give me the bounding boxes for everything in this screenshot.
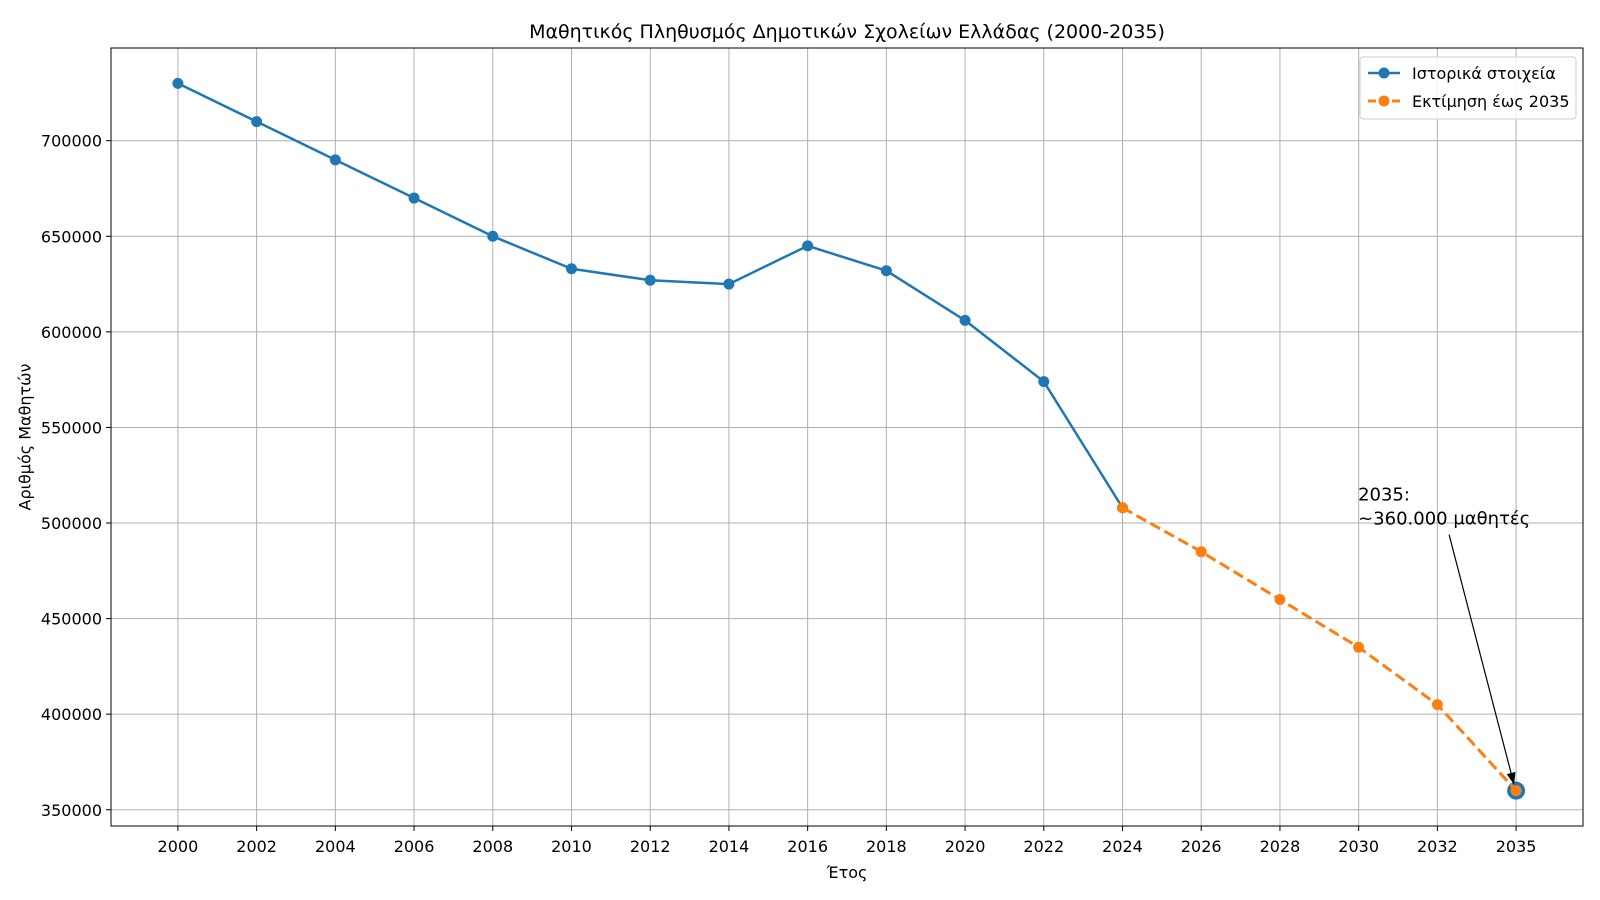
data-point-historical: [959, 314, 971, 326]
y-tick-label: 500000: [41, 514, 102, 533]
data-point-historical: [880, 265, 892, 277]
y-tick-label: 700000: [41, 132, 102, 151]
y-tick-label: 550000: [41, 418, 102, 437]
legend: Ιστορικά στοιχεία Εκτίμηση έως 2035: [1359, 56, 1577, 120]
data-point-forecast: [1431, 699, 1443, 711]
data-point-historical: [644, 274, 656, 286]
y-tick-label: 650000: [41, 227, 102, 246]
series-line-forecast: [1121, 506, 1518, 792]
data-point-forecast: [1274, 593, 1286, 605]
y-axis: 350000 400000 450000 500000 550000 600000 6500…: [41, 132, 111, 820]
data-point-historical: [723, 278, 735, 290]
data-point-forecast: [1510, 785, 1522, 797]
data-point-historical: [565, 263, 577, 275]
legend-box: [1359, 56, 1577, 120]
x-tick-label: 2002: [236, 837, 277, 856]
data-point-forecast: [1117, 502, 1129, 514]
annotation-text: 2035:: [1358, 485, 1410, 506]
gridlines: [111, 48, 1583, 826]
plot-background: [111, 48, 1583, 826]
legend-marker-forecast: [1378, 95, 1390, 107]
x-tick-label: 2026: [1181, 837, 1222, 856]
arrow-head: [1506, 771, 1516, 785]
x-tick-label: 2000: [158, 837, 199, 856]
x-axis-label: Έτος: [826, 863, 868, 882]
data-point-historical: [172, 77, 184, 89]
x-tick-label: 2004: [315, 837, 356, 856]
x-tick-label: 2008: [472, 837, 513, 856]
legend-label-historical: Ιστορικά στοιχεία: [1412, 64, 1556, 83]
axes-frame: [110, 47, 1584, 827]
y-tick-label: 350000: [41, 801, 102, 820]
y-axis-label: Αριθμός Μαθητών: [16, 363, 35, 510]
plot-marks: [172, 77, 1526, 800]
x-tick-label: 2010: [551, 837, 592, 856]
x-tick-label: 2006: [394, 837, 435, 856]
x-tick-label: 2014: [709, 837, 750, 856]
chart-title: Μαθητικός Πληθυσμός Δημοτικών Σχολείων Ε…: [529, 21, 1165, 43]
x-tick-label: 2024: [1102, 837, 1143, 856]
data-point-historical: [329, 154, 341, 166]
y-tick-label: 600000: [41, 323, 102, 342]
data-point-historical: [802, 240, 814, 252]
data-point-forecast: [1353, 641, 1365, 653]
x-tick-label: 2028: [1260, 837, 1301, 856]
data-point-historical: [251, 116, 263, 128]
data-point-historical: [487, 230, 499, 242]
x-tick-label: 2020: [945, 837, 986, 856]
y-tick-label: 450000: [41, 610, 102, 629]
data-point-forecast: [1195, 546, 1207, 558]
legend-marker-historical: [1378, 67, 1390, 79]
x-tick-label: 2032: [1417, 837, 1458, 856]
x-axis: 2000 2002 2004 2006 2008 2010 2012 2014 2016 2018…: [158, 826, 1537, 856]
x-tick-label: 2012: [630, 837, 671, 856]
data-point-historical: [1038, 376, 1050, 388]
annotation: 2035: ~360.000 μαθητές: [1358, 485, 1530, 785]
annotation-arrow: [1448, 534, 1512, 774]
data-point-historical: [408, 192, 420, 204]
x-tick-label: 2035: [1496, 837, 1537, 856]
x-tick-label: 2018: [866, 837, 907, 856]
x-tick-label: 2022: [1023, 837, 1064, 856]
y-tick-label: 400000: [41, 705, 102, 724]
legend-label-forecast: Εκτίμηση έως 2035: [1412, 92, 1570, 111]
x-tick-label: 2016: [787, 837, 828, 856]
annotation-text: ~360.000 μαθητές: [1358, 509, 1530, 530]
x-tick-label: 2030: [1338, 837, 1379, 856]
